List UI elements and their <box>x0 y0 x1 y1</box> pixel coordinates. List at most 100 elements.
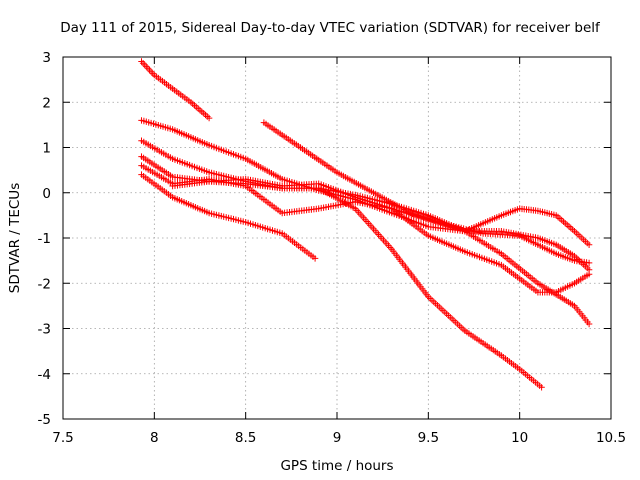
data-point <box>500 354 503 357</box>
data-point <box>500 252 503 255</box>
data-point <box>555 252 558 255</box>
series-satellite-h <box>169 178 545 391</box>
data-point <box>518 277 521 280</box>
data-point <box>354 207 357 210</box>
data-point <box>537 237 539 239</box>
y-tick-label: -1 <box>38 231 51 247</box>
data-point <box>171 87 174 90</box>
data-point <box>427 234 430 237</box>
data-point <box>588 268 590 271</box>
data-point <box>140 60 143 63</box>
data-point <box>427 214 430 217</box>
series-satellite-a <box>138 58 213 122</box>
data-point <box>500 230 503 233</box>
data-point <box>573 282 576 285</box>
x-tick-label: 8.5 <box>235 430 256 446</box>
y-axis-label: SDTVAR / TECUs <box>7 183 23 293</box>
data-point <box>336 171 338 174</box>
data-point <box>208 171 211 174</box>
data-point <box>463 250 466 253</box>
data-point <box>390 248 393 251</box>
series-markers <box>260 119 593 267</box>
data-point <box>390 207 393 210</box>
y-tick-label: -3 <box>38 322 51 338</box>
data-point <box>354 196 357 199</box>
data-point <box>537 209 539 212</box>
y-tick-label: 2 <box>42 95 51 111</box>
data-point <box>171 128 174 131</box>
data-point <box>463 230 466 233</box>
data-point <box>244 157 247 160</box>
data-point <box>208 144 211 147</box>
data-series <box>138 58 593 391</box>
x-tick-label: 7.5 <box>52 430 73 446</box>
x-tick-labels: 7.5 8 8.5 9 9.5 10 10.5 <box>52 430 626 446</box>
data-point <box>317 187 320 190</box>
data-point <box>588 323 590 325</box>
data-point <box>573 304 576 307</box>
x-tick-label: 8 <box>150 430 159 446</box>
data-point <box>208 117 211 119</box>
data-point <box>573 230 576 233</box>
x-tick-label: 10 <box>511 430 528 446</box>
series-satellite-b <box>138 117 593 273</box>
y-tick-label: -5 <box>38 412 51 428</box>
data-point <box>540 386 543 389</box>
data-point <box>409 212 411 215</box>
data-point <box>171 196 174 199</box>
chart-title: Day 111 of 2015, Sidereal Day-to-day VTE… <box>60 20 601 36</box>
data-point <box>140 164 143 167</box>
data-point <box>153 74 156 76</box>
y-tick-label: 1 <box>42 141 51 157</box>
data-point <box>555 291 558 294</box>
data-point <box>445 223 448 226</box>
series-markers <box>169 178 545 391</box>
data-point <box>588 243 590 246</box>
data-point <box>537 282 539 285</box>
data-point <box>208 180 211 183</box>
data-point <box>140 119 143 122</box>
data-point <box>482 232 485 235</box>
y-tick-label: 0 <box>42 186 51 202</box>
series-satellite-f <box>138 171 319 262</box>
data-point <box>573 259 576 262</box>
data-point <box>281 178 284 181</box>
data-point <box>189 101 192 104</box>
x-axis-label: GPS time / hours <box>280 458 393 474</box>
data-point <box>518 368 521 371</box>
data-point <box>500 264 503 267</box>
plot-frame <box>62 56 612 420</box>
data-point <box>588 261 590 264</box>
data-point <box>263 121 265 124</box>
series-satellite-g <box>260 119 593 267</box>
data-point <box>299 146 302 149</box>
data-point <box>573 255 576 257</box>
data-point <box>463 329 466 332</box>
data-point <box>372 191 375 194</box>
data-point <box>427 295 430 298</box>
x-tick-label: 10.5 <box>596 430 626 446</box>
data-point <box>555 214 558 217</box>
axis-ticks <box>62 56 612 420</box>
data-point <box>281 212 284 215</box>
data-point <box>317 182 320 185</box>
series-markers <box>138 58 213 122</box>
data-point <box>281 232 284 235</box>
x-tick-label: 9.5 <box>418 430 439 446</box>
data-point <box>171 157 174 160</box>
data-point <box>244 178 247 181</box>
data-point <box>171 176 174 178</box>
data-point <box>140 155 143 158</box>
data-point <box>281 187 284 190</box>
data-point <box>317 207 320 210</box>
data-point <box>555 243 558 246</box>
data-point <box>171 185 174 187</box>
data-point <box>500 214 503 217</box>
y-tick-labels: -5 -4 -3 -2 -1 0 1 2 3 <box>38 50 51 428</box>
data-point <box>518 207 521 210</box>
data-point <box>208 212 211 215</box>
data-point <box>588 273 590 276</box>
data-point <box>537 243 539 246</box>
data-point <box>244 221 247 224</box>
data-point <box>354 200 357 203</box>
